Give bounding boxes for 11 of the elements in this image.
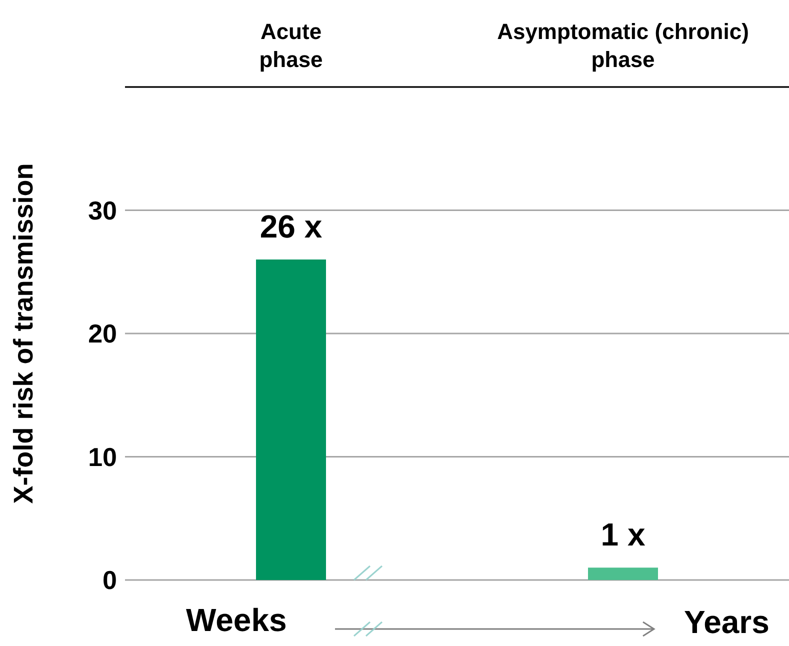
text: Years [684, 604, 770, 641]
y-tick-label: 10 [88, 442, 117, 472]
y-axis-title: X-fold risk of transmission [8, 163, 39, 504]
x-tick-label: Acute phase [259, 19, 323, 72]
text: Weeks [186, 602, 287, 639]
y-tick-label: 30 [88, 195, 117, 226]
y-tick-label: 20 [88, 318, 117, 349]
y-tick-label: 0 [102, 565, 117, 596]
data-label: 1 x [600, 516, 646, 553]
data-label: 26 x [260, 208, 322, 245]
x-tick-label: Asymptomatic (chronic) phase [497, 19, 749, 72]
